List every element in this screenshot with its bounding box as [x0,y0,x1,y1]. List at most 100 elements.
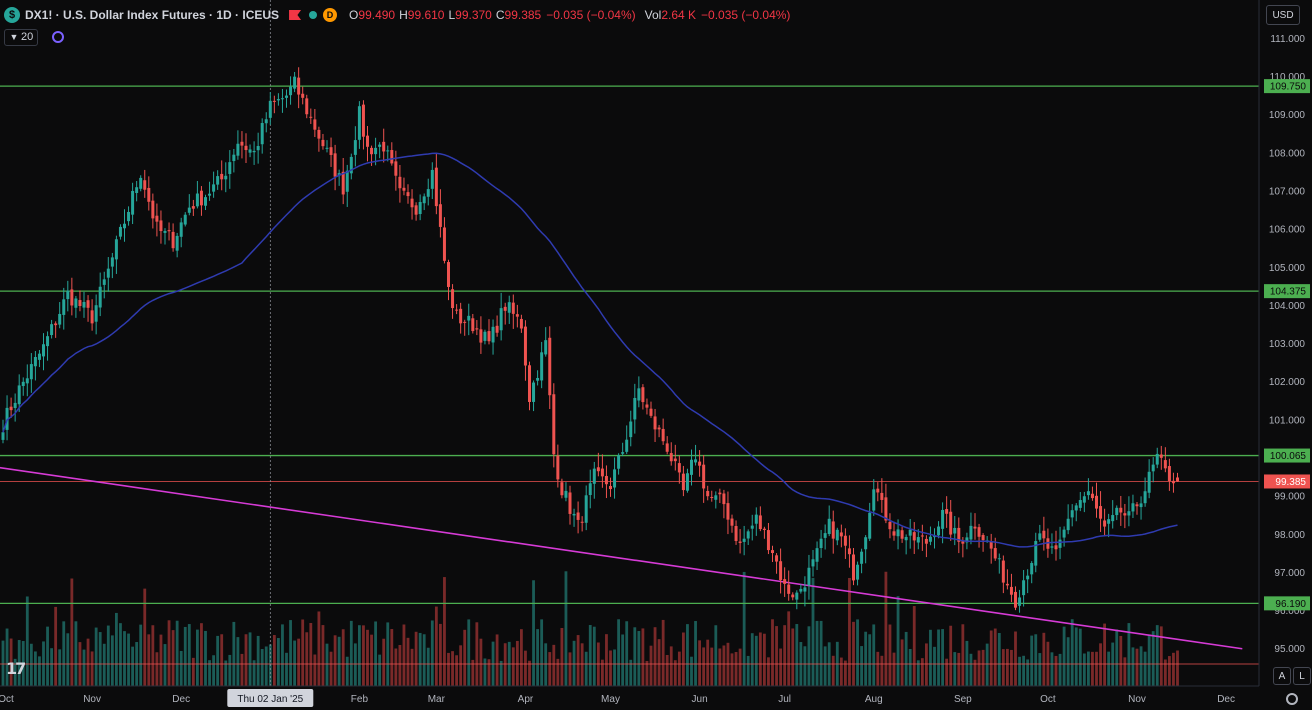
candle [621,442,625,457]
crosshair-time-label: Thu 02 Jan '25 [237,694,303,705]
volume-bar [1143,651,1147,686]
candle [734,520,738,545]
candle [426,178,430,206]
y-tick-label: 97.000 [1274,568,1305,579]
candle [1050,533,1054,554]
volume-bar [382,638,386,686]
volume-bar [495,634,499,686]
volume-bar [264,646,268,686]
candle [617,453,621,475]
volume-bar [629,659,633,686]
volume-bar [98,632,102,686]
candle [487,319,491,345]
volume-bar [540,619,544,686]
candle [904,534,908,555]
candle [46,331,50,361]
candle [33,351,37,381]
volume-bar [171,630,175,686]
candle [523,320,527,381]
volume-bar [1107,651,1111,686]
volume-bar [208,660,211,686]
candle [58,302,62,329]
candle [297,67,301,109]
volume-bar [17,640,21,686]
volume-bar [758,632,762,686]
candle [410,189,414,220]
candle [528,361,531,411]
vol-change-value: −0.035 (−0.04%) [701,8,791,22]
candle [673,444,677,471]
volume-bar [819,620,823,686]
volume-bar [70,578,74,686]
volume-bar [803,646,807,686]
symbol-title[interactable]: DX1! · U.S. Dollar Index Futures · 1D · … [25,8,280,22]
candle [143,169,147,198]
volume-bar [831,655,835,686]
volume-bar [34,651,37,686]
volume-bar [139,624,143,686]
gear-icon[interactable] [1286,693,1298,705]
volume-bar [503,643,507,686]
candle [568,485,572,525]
currency-button[interactable]: USD [1266,5,1300,25]
candle [864,535,868,564]
candle [357,101,361,149]
candle [843,528,847,559]
candle [1131,494,1135,519]
volume-bar [657,639,661,686]
candle [1107,513,1111,538]
volume-bar [317,611,321,686]
candle [609,477,612,497]
ma-period: 20 [21,31,34,43]
candle [155,203,159,237]
volume-bar [1034,634,1038,686]
candle [1009,573,1013,603]
volume-bar [532,580,535,686]
volume-bar [115,612,118,686]
volume-bar [1103,623,1106,686]
volume-bar [362,625,365,686]
candle [25,364,29,397]
candle [5,395,9,441]
candle [633,383,637,434]
volume-bar [734,652,738,686]
volume-bar [426,647,430,686]
volume-bar [1001,649,1005,686]
candle [783,567,787,597]
volume-bar [1091,651,1094,686]
log-scale-button[interactable]: L [1293,667,1311,685]
volume-bar [422,634,426,686]
candle [592,461,596,499]
candle [1005,569,1009,590]
volume-bar [694,621,697,686]
candle [1151,457,1155,483]
candle [252,141,256,165]
candle [1159,445,1163,470]
candle [1147,459,1151,499]
candle [285,89,288,108]
volume-bar [548,652,552,686]
candle [775,553,779,574]
candle [191,199,195,216]
candle [657,424,661,438]
volume-bar [941,629,944,686]
candle [758,506,762,532]
indicator-settings-icon[interactable] [52,31,65,43]
candle [811,549,815,577]
candle [949,499,953,541]
candle [244,133,248,163]
candle [503,302,507,325]
tradingview-logo-icon: 17 [6,659,26,678]
volume-bar [187,624,191,686]
flag-icon[interactable] [289,10,302,20]
volume-bar [285,652,288,686]
candle [1066,504,1070,535]
volume-bar [1082,653,1086,686]
candle [208,181,212,201]
candle [807,554,811,600]
volume-bar [1139,646,1143,686]
auto-scale-button[interactable]: A [1273,667,1291,685]
ma-toggle[interactable]: ▼ 20 [4,28,39,46]
volume-bar [66,633,70,686]
